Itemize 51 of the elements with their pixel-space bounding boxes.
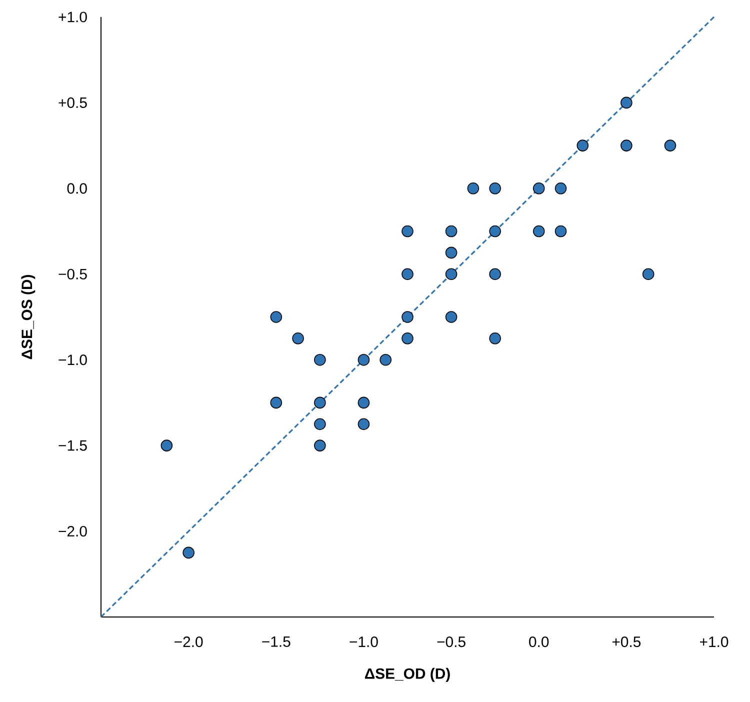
point bbox=[314, 440, 326, 452]
y-tick-label: −0.5 bbox=[58, 268, 87, 280]
point bbox=[620, 140, 632, 152]
point bbox=[358, 418, 370, 430]
point bbox=[314, 396, 326, 409]
point bbox=[532, 225, 545, 238]
point bbox=[445, 311, 458, 323]
point bbox=[489, 332, 501, 344]
y-tick-label: −1.5 bbox=[58, 440, 87, 451]
point bbox=[467, 182, 480, 194]
point bbox=[292, 332, 304, 344]
point bbox=[402, 268, 414, 280]
x-tick-label: −1.0 bbox=[350, 636, 378, 648]
y-tick-label: +0.5 bbox=[58, 97, 87, 108]
point bbox=[402, 225, 414, 238]
point bbox=[358, 396, 370, 409]
x-tick-label: −2.0 bbox=[174, 636, 203, 648]
point bbox=[620, 96, 632, 109]
point bbox=[489, 225, 501, 238]
x-tick-label: +0.5 bbox=[612, 636, 641, 648]
y-tick-label: 0.0 bbox=[67, 183, 87, 194]
point bbox=[664, 140, 676, 152]
point bbox=[358, 354, 370, 366]
point bbox=[489, 182, 501, 194]
point bbox=[445, 246, 458, 259]
point bbox=[642, 268, 654, 280]
point bbox=[270, 311, 282, 323]
point bbox=[314, 354, 326, 366]
x-axis-title: ΔSE_OD (D) bbox=[364, 668, 450, 682]
point bbox=[445, 268, 458, 280]
y-tick-label: +1.0 bbox=[58, 12, 87, 22]
x-tick-label: +1.0 bbox=[700, 636, 728, 648]
point bbox=[554, 225, 567, 238]
x-tick-label: −0.5 bbox=[437, 636, 466, 648]
point bbox=[270, 396, 282, 409]
point bbox=[445, 225, 458, 238]
point bbox=[402, 332, 414, 344]
point bbox=[314, 418, 326, 430]
point bbox=[402, 311, 414, 323]
point bbox=[182, 546, 194, 559]
y-tick-label: −2.0 bbox=[58, 526, 87, 537]
x-tick-label: 0.0 bbox=[529, 636, 549, 648]
point bbox=[380, 354, 392, 366]
point bbox=[554, 182, 567, 194]
y-tick-label: −1.0 bbox=[58, 354, 87, 366]
point bbox=[532, 182, 545, 194]
point bbox=[576, 140, 589, 152]
point bbox=[489, 268, 501, 280]
y-axis-title: ΔSE_OS (D) bbox=[21, 275, 36, 360]
point bbox=[160, 440, 173, 452]
x-tick-label: −1.5 bbox=[262, 636, 290, 647]
